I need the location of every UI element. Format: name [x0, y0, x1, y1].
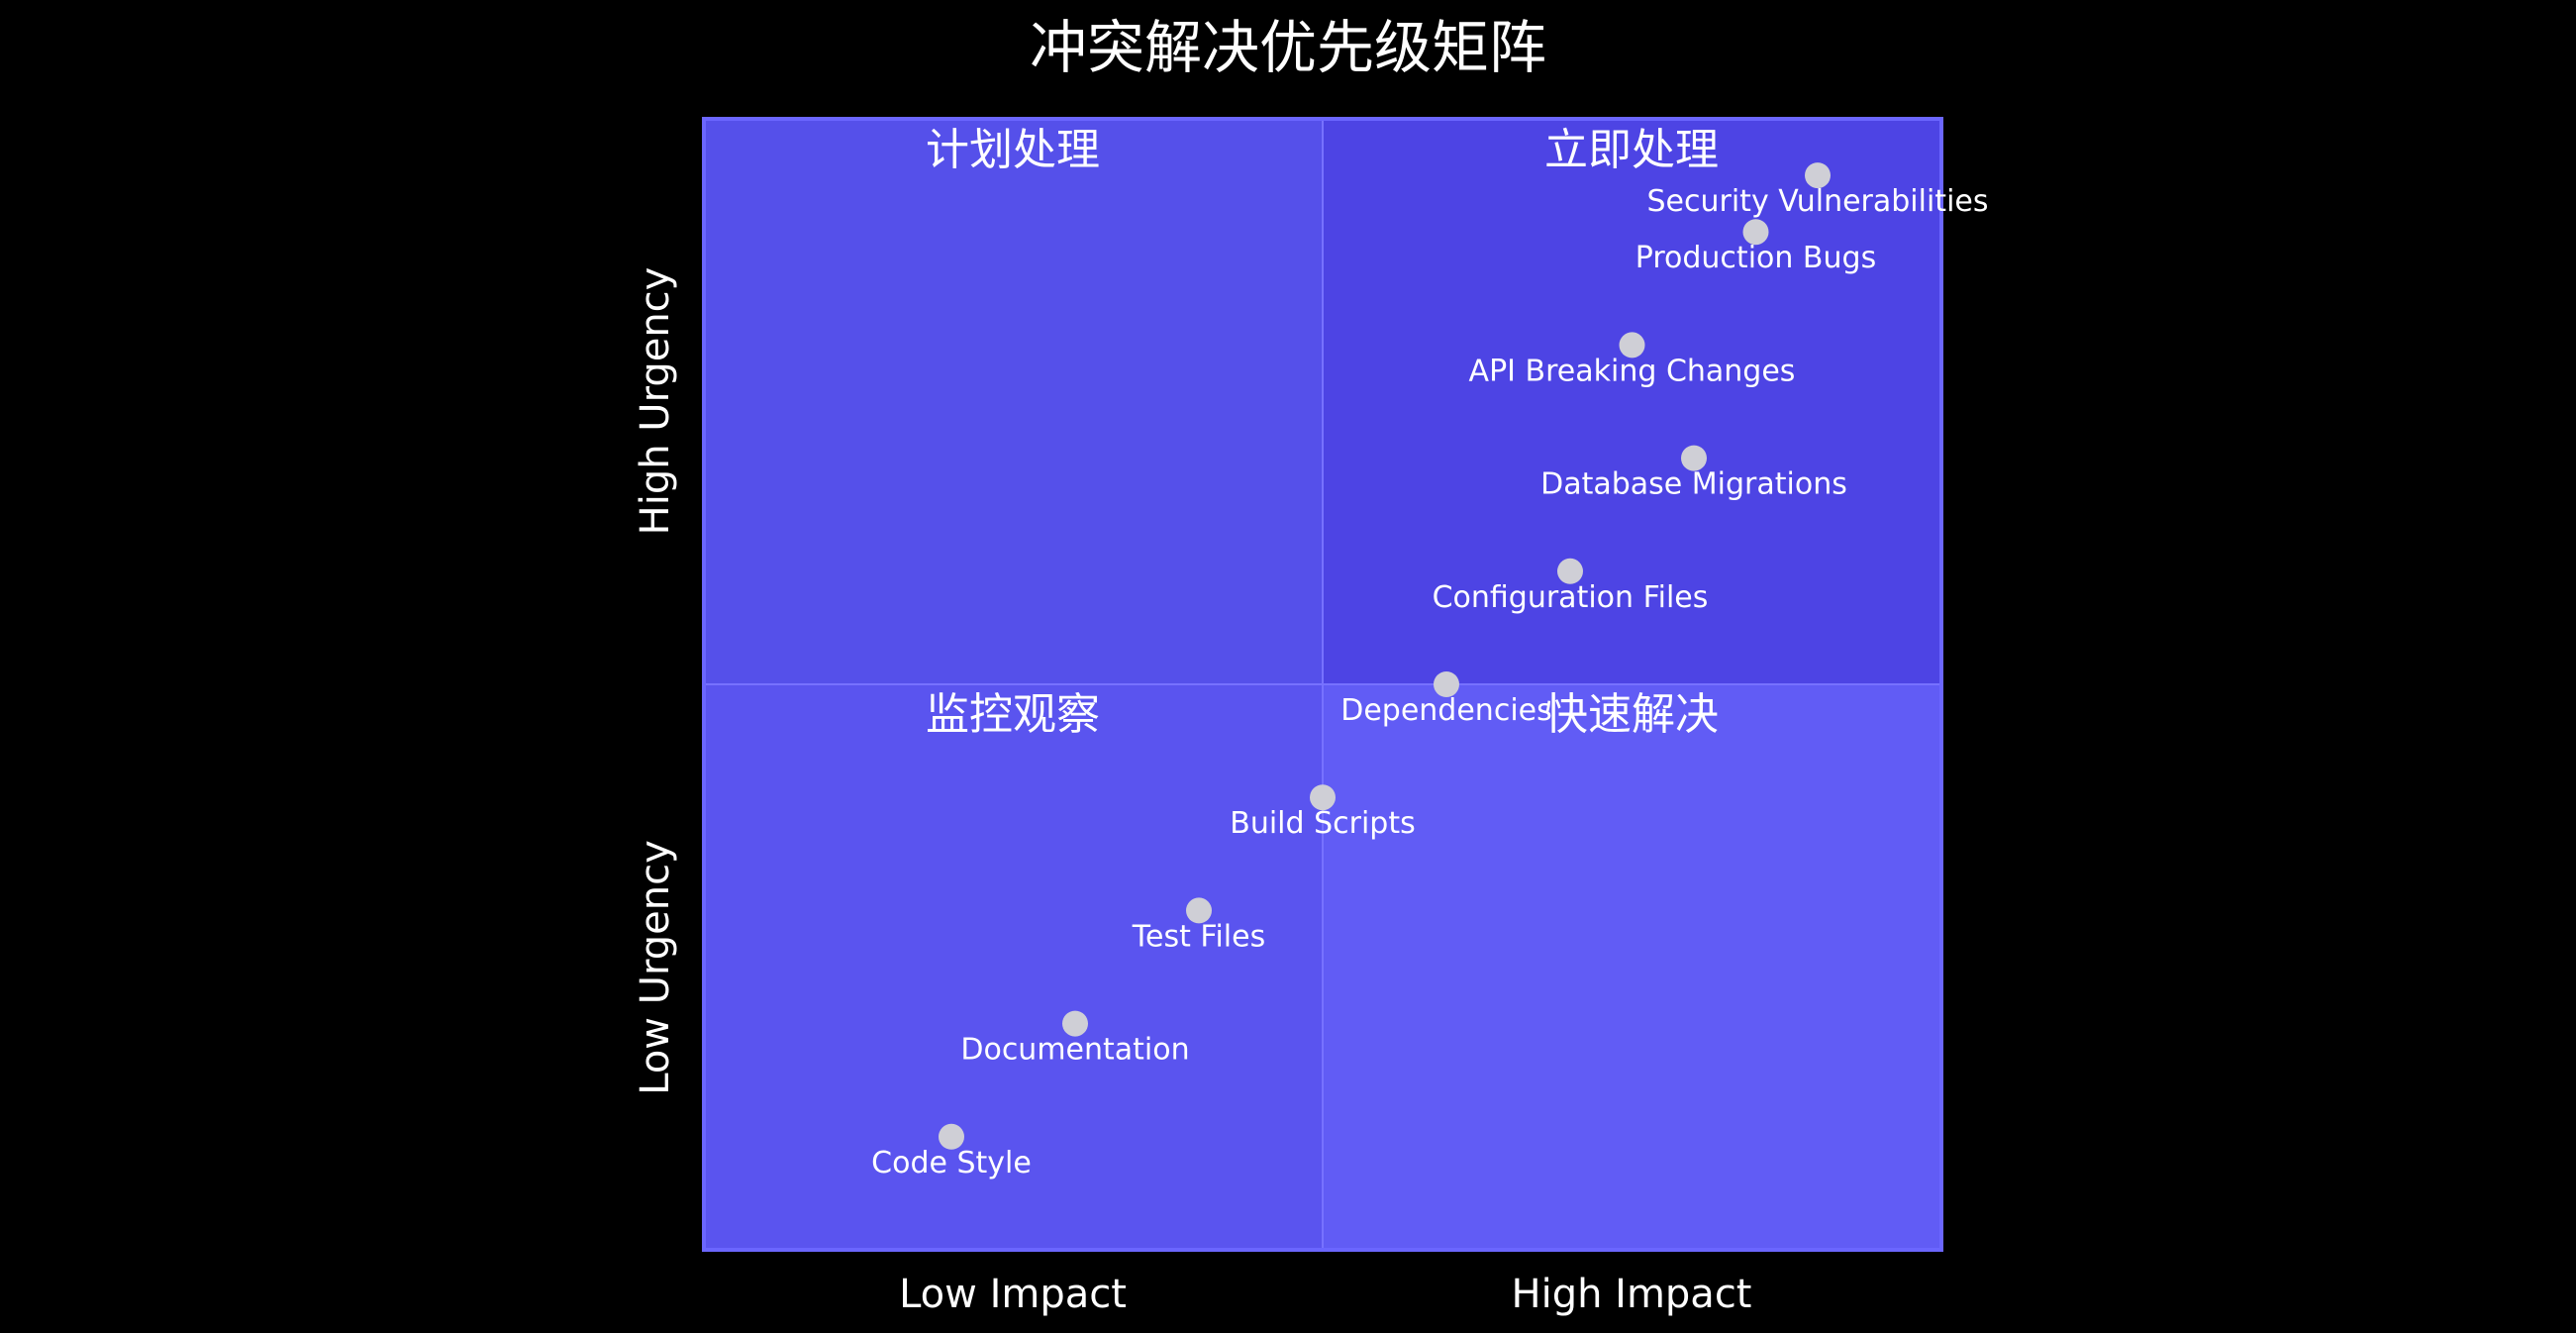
data-point	[1434, 671, 1459, 697]
chart-title: 冲突解决优先级矩阵	[1030, 14, 1546, 81]
quadrant-bottom-right	[1323, 684, 1941, 1250]
data-point-label: Production Bugs	[1635, 241, 1876, 275]
data-point-label: Dependencies	[1340, 693, 1552, 728]
points-layer: Security Vulnerabilities Production Bugs A…	[871, 162, 1989, 1180]
data-point	[1557, 558, 1583, 584]
quadrant-label-top-right: 立即处理	[1544, 125, 1719, 175]
data-point-label: Build Scripts	[1230, 806, 1416, 841]
data-point	[1310, 784, 1336, 811]
data-point-label: Code Style	[871, 1146, 1032, 1180]
data-point	[1681, 445, 1707, 471]
data-point	[1742, 219, 1769, 246]
plot-border	[702, 117, 1943, 1252]
data-point-label: Configuration Files	[1433, 580, 1709, 615]
data-point	[1062, 1010, 1088, 1037]
quadrant-label-bottom-right: 快速解决	[1544, 689, 1719, 740]
quadrant-label-bottom-left: 监控观察	[926, 689, 1100, 740]
quadrant-top-left	[704, 119, 1323, 684]
data-point	[939, 1123, 964, 1150]
data-point-label: Database Migrations	[1540, 467, 1847, 502]
data-point-label: Security Vulnerabilities	[1647, 184, 1989, 219]
data-point	[1619, 332, 1645, 359]
y-axis-low-label: Low Urgency	[633, 840, 678, 1095]
data-point-label: Documentation	[960, 1033, 1189, 1068]
quadrant-bottom-left	[704, 684, 1323, 1250]
x-axis-high-label: High Impact	[1512, 1272, 1752, 1317]
data-point	[1186, 897, 1212, 924]
quadrant-label-top-left: 计划处理	[926, 125, 1100, 175]
y-axis-high-label: High Urgency	[633, 267, 678, 536]
data-point-label: Test Files	[1132, 919, 1265, 954]
x-axis-low-label: Low Impact	[899, 1272, 1127, 1317]
data-point-label: API Breaking Changes	[1469, 354, 1796, 388]
quadrant-top-right	[1323, 119, 1941, 684]
data-point	[1805, 162, 1831, 189]
